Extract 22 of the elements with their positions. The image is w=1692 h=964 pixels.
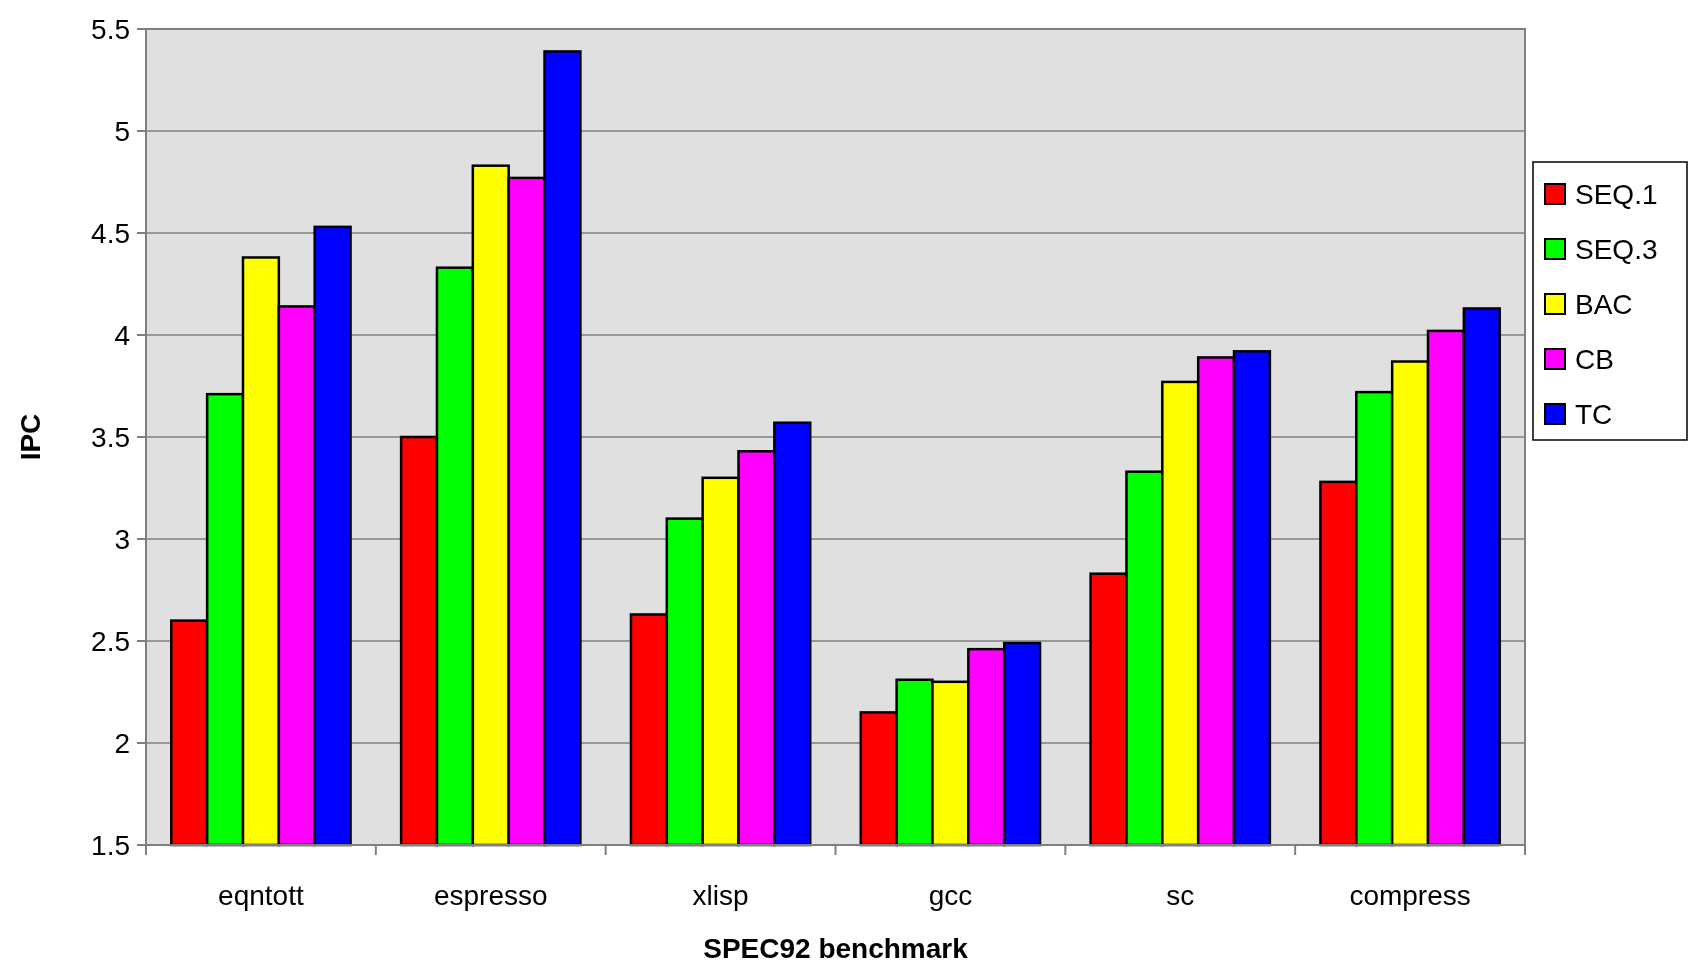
y-tick-label: 5.5 (91, 13, 130, 45)
legend-label: TC (1575, 398, 1613, 430)
x-tick-label: compress (1349, 880, 1471, 911)
x-tick-label: espresso (433, 880, 548, 911)
legend-label: BAC (1575, 288, 1633, 320)
y-tick-label: 3 (114, 523, 130, 555)
y-tick-label: 1.5 (91, 829, 130, 861)
x-tick-label: eqntott (218, 880, 304, 911)
y-tick-label: 2.5 (91, 625, 130, 657)
y-tick-label: 4 (114, 319, 130, 351)
legend-label: SEQ.3 (1575, 233, 1658, 265)
x-tick-label: xlisp (692, 880, 749, 911)
y-tick-label: 5 (114, 115, 130, 147)
legend-label: CB (1575, 343, 1614, 375)
legend-label: SEQ.1 (1575, 178, 1658, 210)
y-tick-label: 4.5 (91, 217, 130, 249)
x-tick-label: gcc (928, 880, 973, 911)
x-tick-label: sc (1166, 880, 1195, 911)
y-axis-title: IPC (15, 413, 46, 461)
y-tick-label: 2 (114, 727, 130, 759)
y-tick-label: 3.5 (91, 421, 130, 453)
x-axis-title: SPEC92 benchmark (703, 933, 969, 964)
